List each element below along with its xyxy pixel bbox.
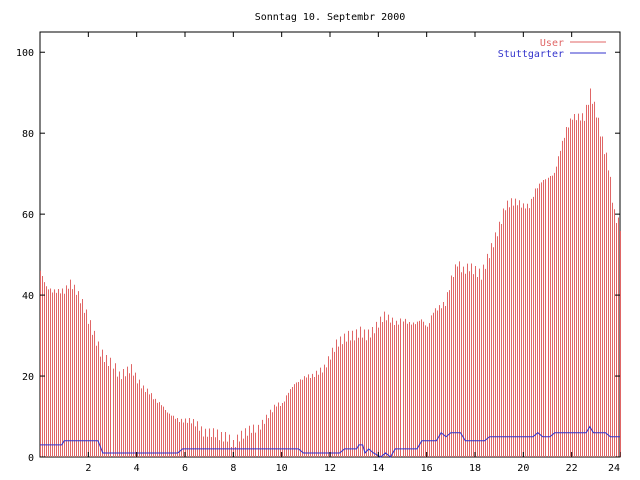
x-tick-label: 16 [421,463,433,474]
x-tick-label: 22 [566,463,578,474]
x-tick-label: 2 [85,463,91,474]
x-tick-label: 14 [372,463,384,474]
y-tick-label: 100 [16,48,34,59]
y-tick-label: 40 [22,291,34,302]
user-series [40,88,621,457]
legend: User Stuttgarter [498,38,606,60]
x-axis: 2 4 6 8 10 12 14 16 18 20 22 24 [85,32,621,474]
legend-label-user: User [540,38,564,49]
chart-title: Sonntag 10. Septembr 2000 [255,12,406,23]
stuttgarter-series [40,425,620,458]
x-tick-label: 10 [276,463,288,474]
x-tick-label: 24 [608,463,620,474]
x-tick-label: 12 [324,463,336,474]
y-tick-label: 0 [28,453,34,464]
y-tick-label: 60 [22,210,34,221]
y-tick-label: 80 [22,129,34,140]
x-tick-label: 20 [517,463,529,474]
x-tick-label: 18 [469,463,481,474]
x-tick-label: 6 [182,463,188,474]
x-tick-label: 4 [134,463,140,474]
y-axis: 0 20 40 60 80 100 [16,48,620,464]
x-tick-label: 8 [230,463,236,474]
y-tick-label: 20 [22,372,34,383]
legend-label-stuttgarter: Stuttgarter [498,49,564,60]
